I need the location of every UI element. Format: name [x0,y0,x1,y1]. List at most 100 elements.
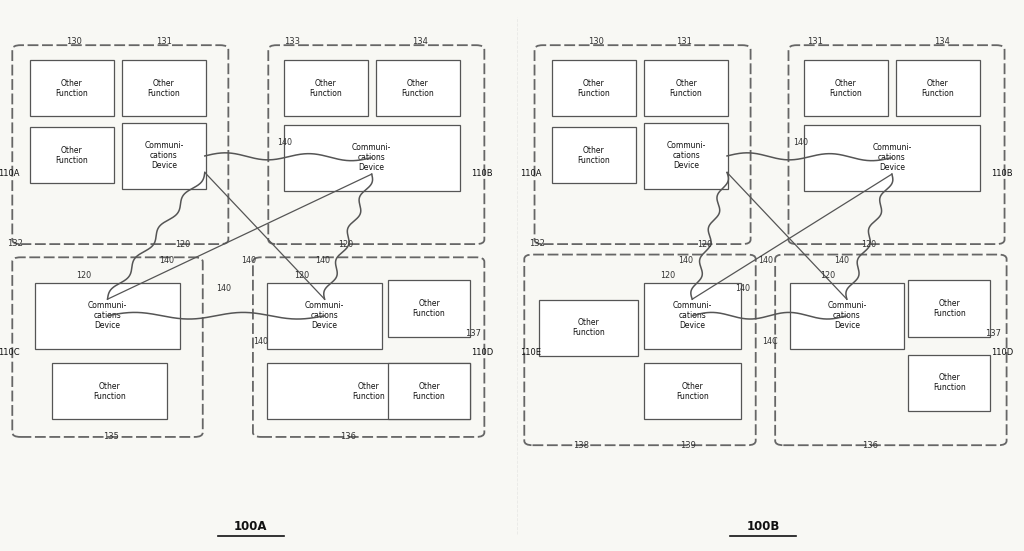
FancyBboxPatch shape [268,45,484,244]
Text: 138: 138 [572,441,589,450]
Text: Communi-
cations
Device: Communi- cations Device [872,143,911,172]
Text: 134: 134 [934,37,950,46]
Text: 110B: 110B [991,169,1013,178]
Text: 120: 120 [697,240,712,249]
FancyBboxPatch shape [775,255,1007,445]
Text: 120: 120 [175,240,189,249]
Text: 131: 131 [156,37,172,46]
Text: 140: 140 [735,284,750,293]
Text: Other
Function: Other Function [413,382,445,401]
Text: Other
Function: Other Function [352,382,385,401]
FancyBboxPatch shape [388,280,470,337]
Text: Communi-
cations
Device: Communi- cations Device [827,301,866,330]
Text: 130: 130 [66,37,82,46]
Text: 137: 137 [465,329,481,338]
Text: 140: 140 [160,256,174,264]
Text: Other
Function: Other Function [829,79,862,98]
Text: 140: 140 [242,256,256,264]
FancyBboxPatch shape [12,45,228,244]
FancyBboxPatch shape [267,363,470,419]
FancyBboxPatch shape [644,123,728,189]
Text: 133: 133 [284,37,300,46]
Text: 135: 135 [102,432,119,441]
Text: 120: 120 [861,240,876,249]
Text: Other
Function: Other Function [147,79,180,98]
FancyBboxPatch shape [644,283,741,349]
FancyBboxPatch shape [122,60,206,116]
Text: Communi-
cations
Device: Communi- cations Device [352,143,391,172]
Text: 110D: 110D [991,348,1014,357]
Text: 110D: 110D [471,348,494,357]
Text: 110B: 110B [471,169,493,178]
Text: 140: 140 [278,138,292,147]
Text: Other
Function: Other Function [55,146,88,165]
Text: 131: 131 [807,37,823,46]
FancyBboxPatch shape [388,363,470,419]
Text: 140: 140 [835,256,849,264]
Text: Communi-
cations
Device: Communi- cations Device [88,301,127,330]
Text: 100A: 100A [234,520,267,533]
FancyBboxPatch shape [804,125,980,191]
Text: Communi-
cations
Device: Communi- cations Device [667,142,706,170]
Text: Other
Function: Other Function [413,299,445,318]
Text: 140: 140 [315,256,330,264]
Text: 140: 140 [216,284,230,293]
FancyBboxPatch shape [35,283,180,349]
FancyBboxPatch shape [376,60,460,116]
Text: Other
Function: Other Function [677,382,709,401]
FancyBboxPatch shape [788,45,1005,244]
FancyBboxPatch shape [539,300,638,356]
Text: Communi-
cations
Device: Communi- cations Device [305,301,344,330]
FancyBboxPatch shape [524,255,756,445]
FancyBboxPatch shape [284,60,368,116]
FancyBboxPatch shape [804,60,888,116]
Text: 100B: 100B [746,520,779,533]
Text: Other
Function: Other Function [578,146,610,165]
Text: 136: 136 [862,441,879,450]
Text: 140: 140 [254,337,268,346]
Text: Other
Function: Other Function [572,318,604,337]
Text: 110E: 110E [520,348,542,357]
Text: 120: 120 [820,271,835,280]
FancyBboxPatch shape [30,127,114,183]
FancyBboxPatch shape [552,127,636,183]
Text: 110A: 110A [0,169,19,178]
FancyBboxPatch shape [52,363,167,419]
Text: 132: 132 [528,239,545,248]
FancyBboxPatch shape [644,60,728,116]
Text: 131: 131 [676,37,692,46]
Text: Other
Function: Other Function [933,374,966,392]
Text: Other
Function: Other Function [401,79,434,98]
FancyBboxPatch shape [122,123,206,189]
Text: 139: 139 [680,441,696,450]
FancyBboxPatch shape [284,125,460,191]
Text: 110A: 110A [520,169,542,178]
Text: Other
Function: Other Function [93,382,126,401]
Text: 134: 134 [412,37,428,46]
FancyBboxPatch shape [535,45,751,244]
Text: 120: 120 [295,271,309,280]
FancyBboxPatch shape [644,363,741,419]
FancyBboxPatch shape [30,60,114,116]
Text: Other
Function: Other Function [933,299,966,318]
Text: Communi-
cations
Device: Communi- cations Device [673,301,713,330]
FancyBboxPatch shape [908,355,990,411]
Text: Communi-
cations
Device: Communi- cations Device [144,142,183,170]
Text: Other
Function: Other Function [670,79,702,98]
Text: 120: 120 [339,240,353,249]
Text: Other
Function: Other Function [578,79,610,98]
Text: 110C: 110C [0,348,19,357]
FancyBboxPatch shape [552,60,636,116]
FancyBboxPatch shape [267,283,382,349]
FancyBboxPatch shape [908,280,990,337]
Text: 140: 140 [679,256,693,264]
FancyBboxPatch shape [253,257,484,437]
FancyBboxPatch shape [896,60,980,116]
Text: 14C: 14C [762,337,778,346]
FancyBboxPatch shape [12,257,203,437]
Text: 120: 120 [77,271,91,280]
Text: 120: 120 [660,271,675,280]
Text: Other
Function: Other Function [55,79,88,98]
Text: 136: 136 [340,432,356,441]
Text: 137: 137 [985,329,1001,338]
